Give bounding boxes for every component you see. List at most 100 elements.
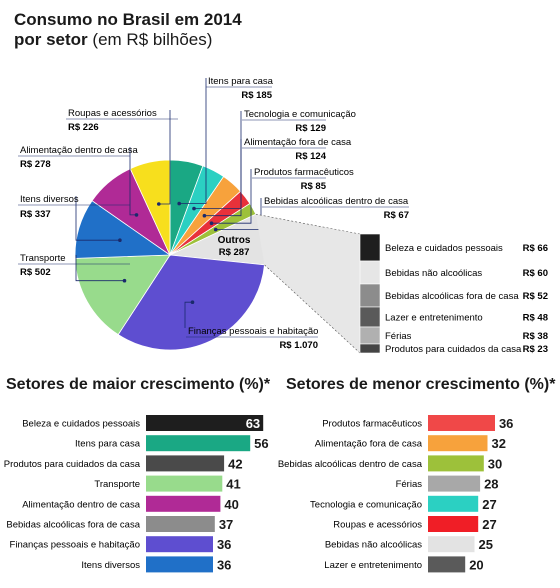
pie-label-tecnologia-e-comunicacao-value: R$ 129 — [295, 123, 326, 134]
growth-high-value-itens-para-casa: 56 — [254, 436, 268, 451]
pie-label-produtos-farmaceuticos-leader — [211, 169, 252, 224]
growth-high-bar-produtos-para-cuidados-da-casa — [146, 455, 225, 472]
pie-label-itens-para-casa-value: R$ 185 — [241, 90, 272, 101]
pie-label-roupas-e-acessorios-leader — [158, 110, 171, 205]
growth-high-value-beleza-e-cuidados-pessoais: 63 — [246, 416, 260, 431]
growth-low-bar-ferias — [428, 475, 481, 492]
growth-low-bar-tecnologia-e-comunicacao — [428, 495, 479, 512]
outros-projection — [255, 214, 360, 353]
pie-label-alimentacao-dentro-de-casa-value: R$ 278 — [20, 159, 51, 170]
growth-low-label-alimentacao-fora-de-casa: Alimentação fora de casa — [315, 439, 423, 450]
growth-high-bar-bebidas-alcoolicas-fora-de-casa — [146, 516, 215, 532]
growth-high-label-bebidas-alcoolicas-fora-de-casa: Bebidas alcoólicas fora de casa — [6, 520, 140, 531]
pie-label-financas-pessoais-e-habitacao-value: R$ 1.070 — [279, 340, 318, 351]
growth-low-bar-bebidas-alcoolicas-dentro-de-casa — [428, 455, 484, 472]
pie-label-bebidas-alcoolicas-dentro-de-casa-name: Bebidas alcoólicas dentro de casa — [264, 196, 409, 207]
growth-low-bar-bebidas-nao-alcoolicas — [428, 536, 475, 553]
growth-low-value-lazer-e-entretenimento: 20 — [469, 557, 483, 572]
growth-high-label-beleza-e-cuidados-pessoais: Beleza e cuidados pessoais — [22, 419, 140, 430]
outros-item-lazer-e-entretenimento-name: Lazer e entretenimento — [385, 313, 483, 324]
outros-item-beleza-e-cuidados-pessoais-name: Beleza e cuidados pessoais — [385, 243, 503, 254]
growth-high-label-financas-pessoais-e-habitacao: Finanças pessoais e habitação — [10, 540, 140, 551]
subtitle-unit: (em R$ bilhões) — [92, 30, 213, 49]
outros-projection-bottom — [264, 264, 361, 354]
growth-low-label-produtos-farmaceuticos: Produtos farmacêuticos — [322, 419, 422, 430]
growth-high-bar-beleza-e-cuidados-pessoais — [146, 415, 264, 431]
growth-low-label-bebidas-alcoolicas-dentro-de-casa: Bebidas alcoólicas dentro de casa — [278, 459, 423, 470]
outros-item-lazer-e-entretenimento-value: R$ 48 — [523, 313, 548, 324]
outros-item-produtos-para-cuidados-da-casa-block — [359, 343, 381, 354]
right-bar-title: Setores de menor crescimento (%)* — [286, 376, 556, 393]
growth-low-value-roupas-e-acessorios: 27 — [482, 517, 496, 532]
pie-label-itens-para-casa-name: Itens para casa — [208, 76, 274, 87]
outros-projection-top — [255, 213, 361, 235]
pie-chart: Itens para casa R$ 185 Tecnologia e comuni… — [18, 76, 548, 355]
pie-label-itens-diversos-name: Itens diversos — [20, 194, 79, 205]
growth-high-label-alimentacao-dentro-de-casa: Alimentação dentro de casa — [22, 499, 140, 510]
growth-low-label-tecnologia-e-comunicacao: Tecnologia e comunicação — [310, 499, 422, 510]
pie-label-produtos-farmaceuticos-name: Produtos farmacêuticos — [254, 167, 354, 178]
pie-label-alimentacao-fora-de-casa-name: Alimentação fora de casa — [244, 137, 352, 148]
growth-low-value-ferias: 28 — [484, 477, 498, 492]
growth-high-value-alimentacao-dentro-de-casa: 40 — [224, 497, 238, 512]
growth-high-value-transporte: 41 — [226, 477, 240, 492]
growth-high-label-produtos-para-cuidados-da-casa: Produtos para cuidados da casa — [4, 459, 141, 470]
growth-low-label-roupas-e-acessorios: Roupas e acessórios — [333, 520, 422, 531]
pie-label-financas-pessoais-e-habitacao-leader — [184, 301, 193, 328]
pie-label-outros-name: Outros — [218, 235, 251, 246]
growth-high-label-itens-diversos: Itens diversos — [81, 560, 140, 571]
outros-item-produtos-para-cuidados-da-casa-value: R$ 23 — [523, 344, 548, 355]
growth-high-bar-financas-pessoais-e-habitacao — [146, 536, 213, 553]
pie-label-produtos-farmaceuticos-value: R$ 85 — [301, 181, 327, 192]
growth-high-bar-itens-diversos — [146, 556, 213, 573]
chart-subtitle: por setor (em R$ bilhões) — [14, 30, 242, 50]
outros-item-beleza-e-cuidados-pessoais-value: R$ 66 — [523, 243, 548, 254]
pie-label-alimentacao-fora-de-casa-value: R$ 124 — [295, 151, 326, 162]
pie-label-transporte-value: R$ 502 — [20, 267, 51, 278]
growth-low-label-bebidas-nao-alcoolicas: Bebidas não alcoólicas — [325, 540, 422, 551]
outros-item-produtos-para-cuidados-da-casa-name: Produtos para cuidados da casa — [385, 344, 522, 355]
outros-item-bebidas-alcoolicas-fora-de-casa-name: Bebidas alcoólicas fora de casa — [385, 291, 519, 302]
outros-item-bebidas-nao-alcoolicas-name: Bebidas não alcoólicas — [385, 268, 482, 279]
subtitle-bold: por setor — [14, 30, 88, 49]
pie-slice-transporte — [74, 254, 171, 336]
pie-label-alimentacao-dentro-de-casa-name: Alimentação dentro de casa — [20, 145, 138, 156]
growth-low-bar-alimentacao-fora-de-casa — [428, 435, 488, 452]
outros-item-bebidas-nao-alcoolicas-block — [359, 260, 381, 285]
pie-label-outros-value: R$ 287 — [219, 247, 250, 258]
outros-item-bebidas-alcoolicas-fora-de-casa-value: R$ 52 — [523, 291, 548, 302]
outros-item-lazer-e-entretenimento-block — [359, 306, 381, 328]
outros-item-ferias-block — [359, 326, 381, 345]
growth-high-value-produtos-para-cuidados-da-casa: 42 — [228, 456, 242, 471]
outros-item-bebidas-alcoolicas-fora-de-casa-block — [359, 283, 381, 308]
growth-low-bar-produtos-farmaceuticos — [428, 415, 495, 431]
left-bar-title: Setores de maior crescimento (%)* — [6, 376, 271, 393]
outros-item-ferias-value: R$ 38 — [523, 331, 548, 342]
growth-high-value-financas-pessoais-e-habitacao: 36 — [217, 537, 231, 552]
growth-high-value-itens-diversos: 36 — [217, 557, 231, 572]
growth-low-bar-roupas-e-acessorios — [428, 516, 479, 532]
outros-item-bebidas-nao-alcoolicas-value: R$ 60 — [523, 268, 548, 279]
growth-high-bar-alimentacao-dentro-de-casa — [146, 495, 221, 512]
growth-low-value-bebidas-nao-alcoolicas: 25 — [479, 537, 493, 552]
title-block: Consumo no Brasil em 2014 por setor (em … — [14, 10, 242, 50]
chart-title: Consumo no Brasil em 2014 — [14, 10, 242, 29]
growth-low-value-alimentacao-fora-de-casa: 32 — [492, 436, 506, 451]
growth-low-value-produtos-farmaceuticos: 36 — [499, 416, 513, 431]
growth-high-label-transporte: Transporte — [94, 479, 140, 490]
growth-high-label-itens-para-casa: Itens para casa — [75, 439, 141, 450]
pie-label-transporte-leader — [75, 255, 125, 282]
pie-label-roupas-e-acessorios-name: Roupas e acessórios — [68, 108, 157, 119]
pie-label-roupas-e-acessorios-value: R$ 226 — [68, 122, 99, 133]
pie-label-itens-diversos-leader — [75, 196, 120, 241]
growth-high-bar-transporte — [146, 475, 223, 492]
pie-label-financas-pessoais-e-habitacao-name: Finanças pessoais e habitação — [188, 326, 318, 337]
pie-label-itens-diversos-value: R$ 337 — [20, 209, 51, 220]
pie-label-transporte-name: Transporte — [20, 253, 66, 264]
growth-high-bar-itens-para-casa — [146, 435, 251, 452]
growth-high-value-bebidas-alcoolicas-fora-de-casa: 37 — [219, 517, 233, 532]
outros-item-beleza-e-cuidados-pessoais-block — [359, 233, 381, 262]
growth-low-value-bebidas-alcoolicas-dentro-de-casa: 30 — [488, 456, 502, 471]
pie-label-alimentacao-dentro-de-casa-leader — [129, 147, 137, 216]
pie-label-alimentacao-fora-de-casa-leader — [204, 139, 242, 217]
